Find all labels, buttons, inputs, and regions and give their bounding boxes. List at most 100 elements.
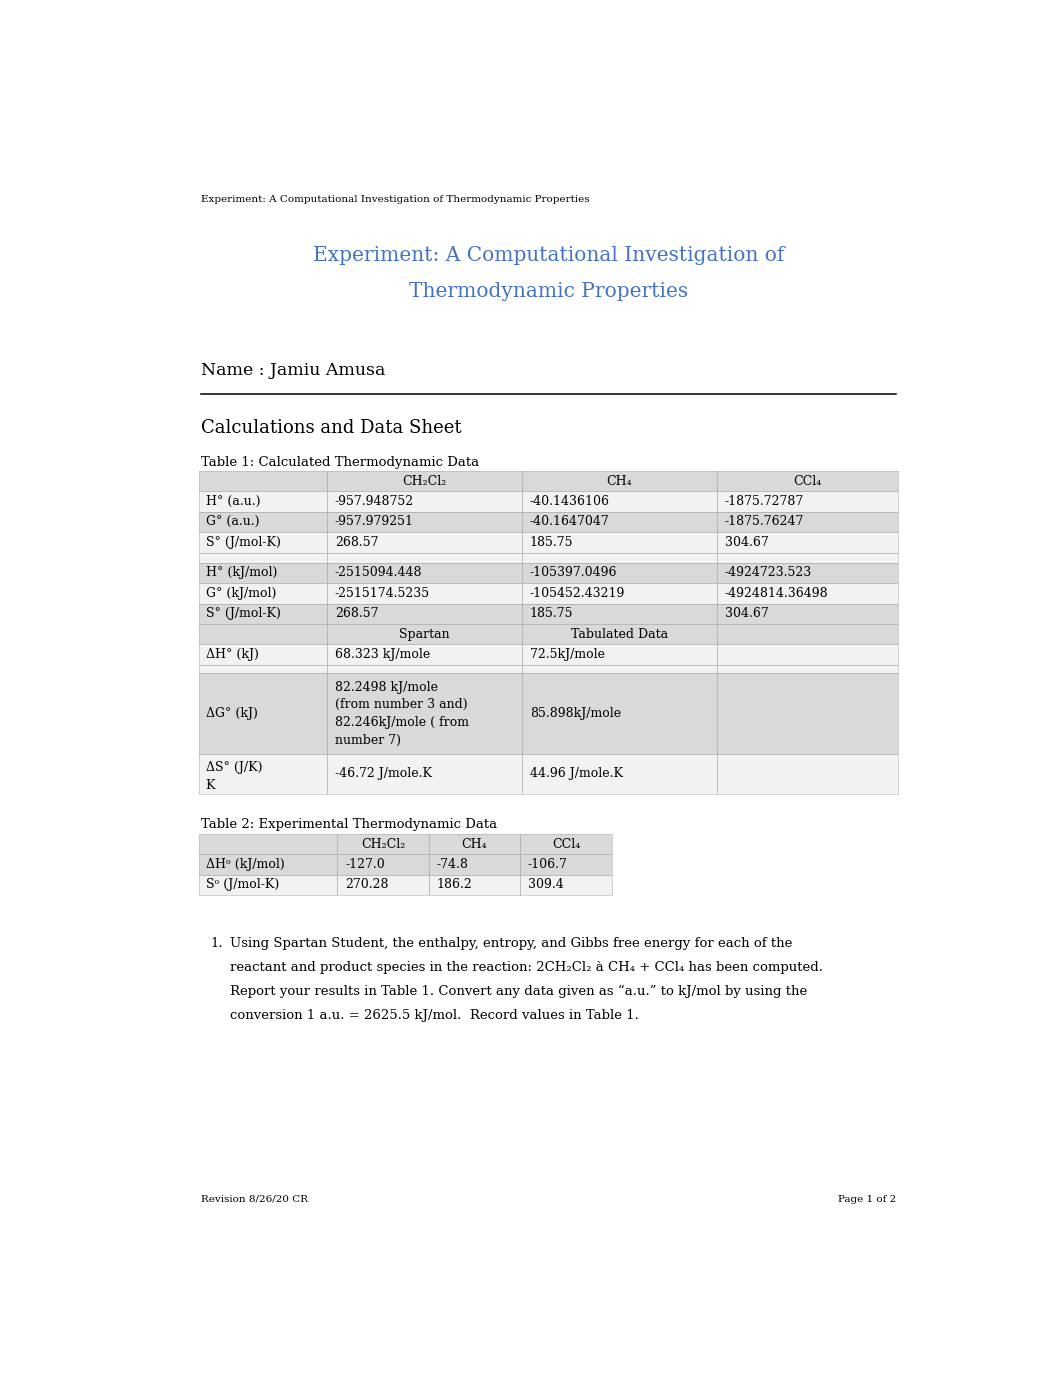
Text: -1875.76247: -1875.76247 bbox=[724, 515, 804, 529]
Text: 270.28: 270.28 bbox=[345, 879, 389, 891]
Text: -4924723.523: -4924723.523 bbox=[724, 566, 811, 580]
Bar bbox=[523, 512, 717, 532]
Bar bbox=[717, 563, 897, 582]
Bar bbox=[327, 665, 523, 673]
Bar bbox=[523, 563, 717, 582]
Bar bbox=[520, 834, 612, 854]
Bar bbox=[327, 512, 523, 532]
Bar bbox=[200, 854, 338, 874]
Text: 309.4: 309.4 bbox=[528, 879, 564, 891]
Text: 304.67: 304.67 bbox=[724, 607, 768, 620]
Bar bbox=[200, 563, 327, 582]
Text: ΔS° (J/K): ΔS° (J/K) bbox=[206, 761, 262, 774]
Text: 72.5kJ/mole: 72.5kJ/mole bbox=[530, 649, 604, 661]
Bar bbox=[327, 492, 523, 512]
Text: K: K bbox=[206, 779, 216, 792]
Bar bbox=[717, 492, 897, 512]
Bar bbox=[200, 834, 338, 854]
Bar bbox=[200, 512, 897, 532]
Text: 44.96 J/mole.K: 44.96 J/mole.K bbox=[530, 767, 622, 781]
Bar bbox=[200, 552, 327, 563]
Bar bbox=[200, 753, 897, 793]
Bar bbox=[200, 582, 327, 603]
Text: -74.8: -74.8 bbox=[436, 858, 468, 872]
Bar bbox=[338, 854, 429, 874]
Text: -4924814.36498: -4924814.36498 bbox=[724, 587, 828, 600]
Bar bbox=[200, 603, 897, 624]
Bar bbox=[200, 603, 327, 624]
Bar bbox=[717, 753, 897, 793]
Bar bbox=[200, 532, 327, 552]
Text: G° (a.u.): G° (a.u.) bbox=[206, 515, 259, 529]
Text: Table 1: Calculated Thermodynamic Data: Table 1: Calculated Thermodynamic Data bbox=[201, 456, 479, 468]
Text: Table 2: Experimental Thermodynamic Data: Table 2: Experimental Thermodynamic Data bbox=[201, 818, 497, 832]
Text: Page 1 of 2: Page 1 of 2 bbox=[838, 1195, 896, 1203]
Bar bbox=[429, 874, 520, 895]
Bar bbox=[338, 834, 429, 854]
Text: conversion 1 a.u. = 2625.5 kJ/mol.  Record values in Table 1.: conversion 1 a.u. = 2625.5 kJ/mol. Recor… bbox=[230, 1009, 639, 1022]
Text: number 7): number 7) bbox=[335, 734, 401, 746]
Text: Sᵒ (J/mol-K): Sᵒ (J/mol-K) bbox=[206, 879, 279, 891]
Bar bbox=[200, 582, 897, 603]
Text: -127.0: -127.0 bbox=[345, 858, 384, 872]
Bar bbox=[200, 665, 327, 673]
Text: -957.979251: -957.979251 bbox=[335, 515, 414, 529]
Bar bbox=[200, 471, 897, 492]
Bar bbox=[200, 665, 897, 673]
Bar bbox=[520, 854, 612, 874]
Bar bbox=[717, 673, 897, 753]
Bar bbox=[523, 624, 717, 644]
Text: 85.898kJ/mole: 85.898kJ/mole bbox=[530, 706, 621, 720]
Text: S° (J/mol-K): S° (J/mol-K) bbox=[206, 607, 280, 620]
Bar bbox=[327, 753, 523, 793]
Text: CCl₄: CCl₄ bbox=[793, 475, 821, 487]
Bar bbox=[200, 471, 327, 492]
Bar bbox=[523, 471, 717, 492]
Text: Experiment: A Computational Investigation of Thermodynamic Properties: Experiment: A Computational Investigatio… bbox=[201, 194, 589, 204]
Bar bbox=[429, 834, 520, 854]
Text: (from number 3 and): (from number 3 and) bbox=[335, 698, 467, 712]
Bar bbox=[520, 874, 612, 895]
Text: CH₄: CH₄ bbox=[462, 837, 487, 851]
Text: 68.323 kJ/mole: 68.323 kJ/mole bbox=[335, 649, 430, 661]
Bar bbox=[200, 552, 897, 563]
Text: 82.246kJ/mole ( from: 82.246kJ/mole ( from bbox=[335, 716, 469, 728]
Text: -2515174.5235: -2515174.5235 bbox=[335, 587, 430, 600]
Bar bbox=[200, 874, 338, 895]
Text: -2515094.448: -2515094.448 bbox=[335, 566, 423, 580]
Text: Experiment: A Computational Investigation of: Experiment: A Computational Investigatio… bbox=[313, 246, 784, 266]
Bar bbox=[523, 753, 717, 793]
Text: 82.2498 kJ/mole: 82.2498 kJ/mole bbox=[335, 680, 438, 694]
Text: 1.: 1. bbox=[210, 938, 223, 950]
Bar bbox=[200, 624, 897, 644]
Text: H° (a.u.): H° (a.u.) bbox=[206, 496, 260, 508]
Bar bbox=[717, 532, 897, 552]
Bar bbox=[200, 854, 612, 874]
Bar bbox=[523, 552, 717, 563]
Bar bbox=[327, 582, 523, 603]
Bar bbox=[327, 673, 523, 753]
Text: -957.948752: -957.948752 bbox=[335, 496, 414, 508]
Bar bbox=[327, 532, 523, 552]
Bar bbox=[200, 532, 897, 552]
Bar bbox=[338, 874, 429, 895]
Text: -106.7: -106.7 bbox=[528, 858, 568, 872]
Bar bbox=[523, 665, 717, 673]
Bar bbox=[327, 471, 523, 492]
Text: CH₄: CH₄ bbox=[606, 475, 632, 487]
Bar bbox=[717, 624, 897, 644]
Text: Thermodynamic Properties: Thermodynamic Properties bbox=[409, 282, 688, 302]
Bar bbox=[717, 582, 897, 603]
Bar bbox=[200, 644, 897, 665]
Bar bbox=[327, 624, 523, 644]
Bar bbox=[717, 512, 897, 532]
Text: reactant and product species in the reaction: 2CH₂Cl₂ à CH₄ + CCl₄ has been comp: reactant and product species in the reac… bbox=[230, 961, 823, 975]
Text: Spartan: Spartan bbox=[399, 628, 450, 640]
Text: ΔG° (kJ): ΔG° (kJ) bbox=[206, 706, 257, 720]
Bar bbox=[200, 512, 327, 532]
Bar bbox=[200, 874, 612, 895]
Bar bbox=[200, 492, 327, 512]
Text: CH₂Cl₂: CH₂Cl₂ bbox=[402, 475, 447, 487]
Bar bbox=[327, 644, 523, 665]
Text: 185.75: 185.75 bbox=[530, 607, 573, 620]
